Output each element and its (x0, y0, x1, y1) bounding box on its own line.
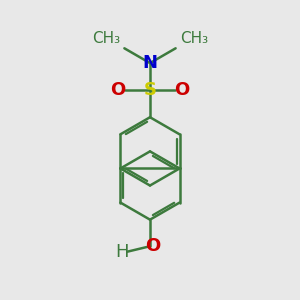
Text: CH₃: CH₃ (180, 31, 208, 46)
Text: O: O (174, 81, 190, 99)
Text: S: S (143, 81, 157, 99)
Text: H: H (115, 243, 128, 261)
Text: O: O (145, 237, 160, 255)
Text: O: O (110, 81, 126, 99)
Text: N: N (142, 54, 158, 72)
Text: CH₃: CH₃ (92, 31, 120, 46)
